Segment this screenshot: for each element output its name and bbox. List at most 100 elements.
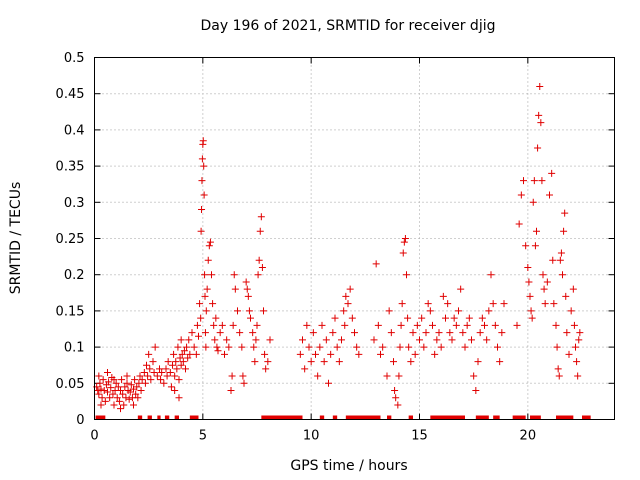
data-point — [405, 343, 413, 351]
data-point — [216, 329, 224, 337]
data-point — [420, 343, 428, 351]
baseline-marker — [137, 415, 143, 420]
data-point — [101, 397, 109, 405]
data-point — [97, 401, 105, 409]
baseline-marker — [556, 415, 574, 420]
data-point — [183, 343, 191, 351]
data-point — [530, 177, 538, 185]
data-point — [450, 314, 458, 322]
data-point — [500, 300, 508, 308]
data-point — [119, 390, 127, 398]
data-point — [105, 378, 113, 386]
data-point — [202, 343, 210, 351]
data-point — [403, 271, 410, 279]
data-point — [264, 358, 272, 366]
data-point — [252, 336, 260, 344]
data-point — [537, 119, 545, 127]
data-point — [127, 381, 135, 389]
data-point — [202, 307, 210, 315]
data-point — [303, 321, 311, 329]
y-tick-label: 0.5 — [64, 51, 85, 66]
data-point — [331, 314, 339, 322]
data-point — [95, 372, 103, 380]
data-point — [559, 271, 566, 279]
data-point — [342, 292, 350, 300]
data-point — [255, 256, 263, 264]
data-point — [110, 401, 118, 409]
data-point — [329, 329, 337, 337]
baseline-marker — [157, 415, 161, 420]
data-point — [572, 343, 579, 351]
data-point — [452, 321, 460, 329]
data-point — [416, 336, 423, 344]
data-point — [407, 358, 415, 366]
data-point — [171, 387, 179, 395]
data-point — [517, 191, 525, 199]
data-point — [201, 271, 209, 279]
data-point — [199, 137, 207, 145]
data-point — [104, 368, 111, 376]
data-point — [193, 321, 201, 329]
data-point — [422, 329, 430, 337]
data-point — [305, 343, 313, 351]
data-point — [151, 343, 159, 351]
data-point — [394, 401, 402, 409]
data-point — [242, 278, 250, 286]
data-point — [538, 177, 546, 185]
data-point — [522, 242, 530, 250]
data-point — [322, 336, 330, 344]
data-point — [121, 383, 129, 391]
data-point — [247, 314, 254, 322]
data-point — [200, 191, 208, 199]
data-point — [543, 278, 551, 286]
data-point — [117, 405, 124, 413]
data-point — [485, 307, 493, 315]
data-point — [251, 358, 259, 366]
data-point — [244, 292, 252, 300]
data-point — [463, 321, 471, 329]
data-point — [316, 343, 324, 351]
y-axis-title: SRMTID / TECUs — [8, 182, 24, 295]
data-point — [498, 329, 506, 337]
data-point — [413, 321, 421, 329]
data-point — [234, 307, 241, 315]
y-tick-label: 0.2 — [64, 268, 85, 283]
data-point — [109, 390, 117, 398]
data-point — [238, 343, 246, 351]
data-point — [245, 307, 253, 315]
data-point — [141, 379, 149, 387]
data-point — [170, 350, 178, 358]
data-point — [229, 321, 237, 329]
data-point — [115, 397, 123, 405]
data-point — [540, 285, 548, 293]
data-point — [112, 379, 120, 387]
data-point — [565, 350, 573, 358]
data-point — [489, 300, 497, 308]
data-point — [166, 368, 174, 376]
data-point — [184, 354, 192, 362]
data-point — [201, 292, 209, 300]
data-point — [250, 343, 258, 351]
data-point — [426, 307, 434, 315]
data-point — [411, 350, 419, 358]
data-point — [96, 379, 104, 387]
data-point — [113, 394, 121, 402]
data-point — [529, 198, 537, 206]
data-point — [444, 300, 452, 308]
data-point — [312, 350, 319, 358]
data-point — [196, 300, 204, 308]
data-point — [534, 144, 542, 152]
data-point — [228, 372, 236, 380]
baseline-marker — [493, 415, 500, 420]
data-point — [227, 387, 235, 395]
data-point — [476, 329, 484, 337]
data-point — [198, 206, 206, 214]
data-point — [459, 329, 467, 337]
data-point — [143, 361, 150, 369]
data-point — [122, 394, 130, 402]
data-point — [409, 329, 417, 337]
data-point — [254, 271, 262, 279]
data-point — [208, 271, 215, 279]
data-point — [335, 358, 343, 366]
data-point — [258, 263, 266, 271]
